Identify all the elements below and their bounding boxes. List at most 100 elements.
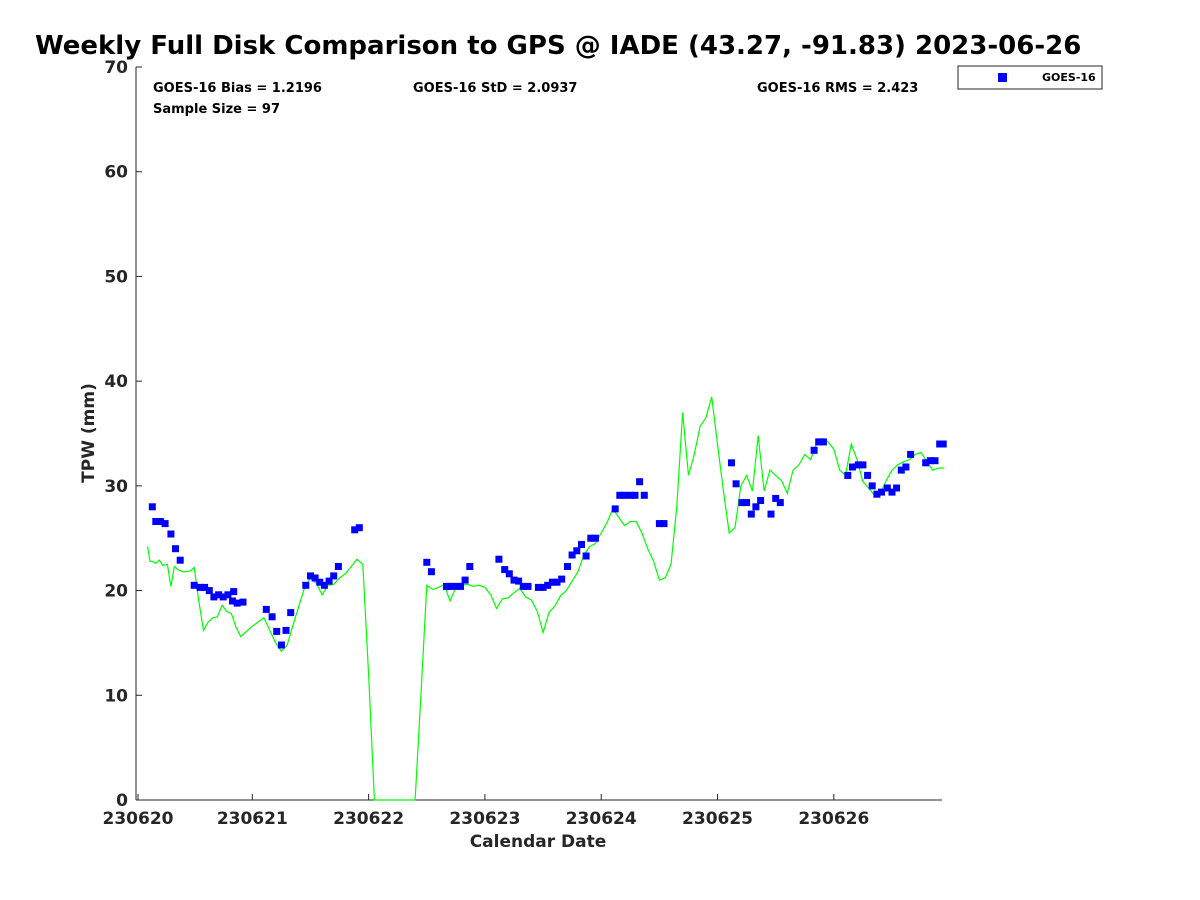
goes16-point (660, 520, 668, 528)
y-tick-label: 20 (104, 582, 128, 602)
goes16-point (591, 534, 599, 542)
goes16-point (564, 563, 571, 570)
goes16-point (233, 599, 241, 607)
goes16-point (776, 499, 784, 507)
plot-content (147, 396, 947, 801)
x-tick-label: 230623 (449, 809, 520, 829)
goes16-point (548, 578, 556, 586)
goes16-point (172, 545, 179, 553)
goes16-point (452, 582, 460, 590)
goes16-point (868, 482, 876, 490)
gps-series-line (147, 396, 945, 801)
goes16-point (568, 551, 576, 559)
rms-stat: GOES-16 RMS = 2.423 (757, 81, 918, 96)
goes16-point (287, 609, 295, 617)
goes16-point (215, 591, 223, 599)
goes16-point (757, 497, 765, 504)
x-tick-label: 230621 (217, 809, 288, 829)
goes16-point (616, 491, 624, 499)
goes16-point (587, 534, 595, 542)
goes16-point (578, 541, 585, 548)
y-tick-label: 50 (104, 267, 128, 287)
goes16-point (534, 583, 542, 591)
goes16-point (582, 552, 590, 560)
goes16-point (262, 605, 270, 613)
goes16-point (772, 494, 780, 502)
goes16-point (427, 568, 435, 576)
goes16-point (926, 457, 934, 465)
goes16-point (148, 503, 156, 511)
goes16-point (907, 450, 915, 458)
goes16-point (461, 576, 469, 584)
goes16-point (205, 587, 213, 595)
goes16-point (302, 581, 310, 589)
goes16-point (544, 581, 552, 589)
goes16-point (931, 457, 939, 465)
goes16-point (922, 459, 930, 467)
x-tick-label: 230626 (798, 809, 869, 829)
sample-size-stat: Sample Size = 97 (153, 102, 280, 117)
goes16-point (848, 463, 856, 471)
bias-stat: GOES-16 Bias = 1.2196 (153, 81, 322, 96)
goes16-point (873, 490, 881, 498)
goes16-point (558, 575, 566, 583)
goes16-point (767, 510, 775, 518)
goes16-point (334, 563, 342, 570)
goes16-point (939, 440, 947, 448)
goes16-point (268, 613, 276, 621)
y-tick-label: 70 (104, 58, 128, 78)
goes16-point (224, 591, 232, 599)
goes16-point (728, 459, 735, 467)
y-axis-label: TPW (mm) (79, 383, 99, 483)
y-ticks: 0 10 20 30 40 50 60 70 (104, 58, 142, 811)
x-tick-label: 230620 (103, 809, 174, 829)
chart-title: Weekly Full Disk Comparison to GPS @ IAD… (35, 31, 1081, 61)
goes16-point (161, 520, 169, 528)
goes16-point (167, 530, 175, 538)
legend-label-goes16: GOES-16 (1042, 71, 1096, 84)
goes16-point (844, 471, 852, 479)
goes16-point (495, 555, 503, 563)
goes16-point (524, 582, 532, 590)
goes16-point (423, 558, 431, 566)
goes16-point (330, 572, 338, 580)
y-tick-label: 40 (104, 372, 128, 392)
goes16-point (239, 598, 247, 606)
goes16-point (878, 488, 885, 496)
goes16-point (219, 593, 227, 601)
goes16-point (210, 593, 218, 601)
goes16-point (621, 491, 628, 499)
goes16-point (152, 518, 160, 525)
x-tick-label: 230622 (333, 809, 404, 829)
goes16-point (230, 588, 238, 596)
goes16-point (732, 480, 740, 488)
goes16-point (156, 518, 164, 525)
goes16-point (655, 520, 663, 528)
goes16-point (443, 582, 450, 590)
goes16-point (466, 563, 474, 570)
goes16-point (201, 583, 209, 591)
goes16-point (631, 491, 639, 499)
goes16-point (519, 582, 527, 590)
goes16-point (611, 505, 619, 513)
goes16-point (196, 583, 204, 591)
goes16-point (738, 499, 746, 507)
y-tick-label: 10 (104, 686, 128, 706)
goes16-point (515, 577, 523, 585)
goes16-point (864, 471, 872, 479)
y-tick-label: 60 (104, 163, 128, 183)
goes16-point (355, 524, 363, 532)
goes16-point (752, 503, 760, 511)
x-tick-label: 230625 (682, 809, 753, 829)
legend: GOES-16 (957, 65, 1103, 90)
goes16-point (229, 597, 236, 605)
std-stat: GOES-16 StD = 2.0937 (413, 81, 577, 96)
legend-marker-goes16 (998, 73, 1007, 82)
goes16-point (743, 499, 751, 507)
goes16-point (810, 446, 818, 454)
goes16-point (573, 547, 581, 555)
goes16-point (311, 574, 319, 582)
goes16-point (815, 438, 823, 446)
x-ticks: 230620 230621 230622 230623 230624 230625 2306… (103, 794, 869, 829)
